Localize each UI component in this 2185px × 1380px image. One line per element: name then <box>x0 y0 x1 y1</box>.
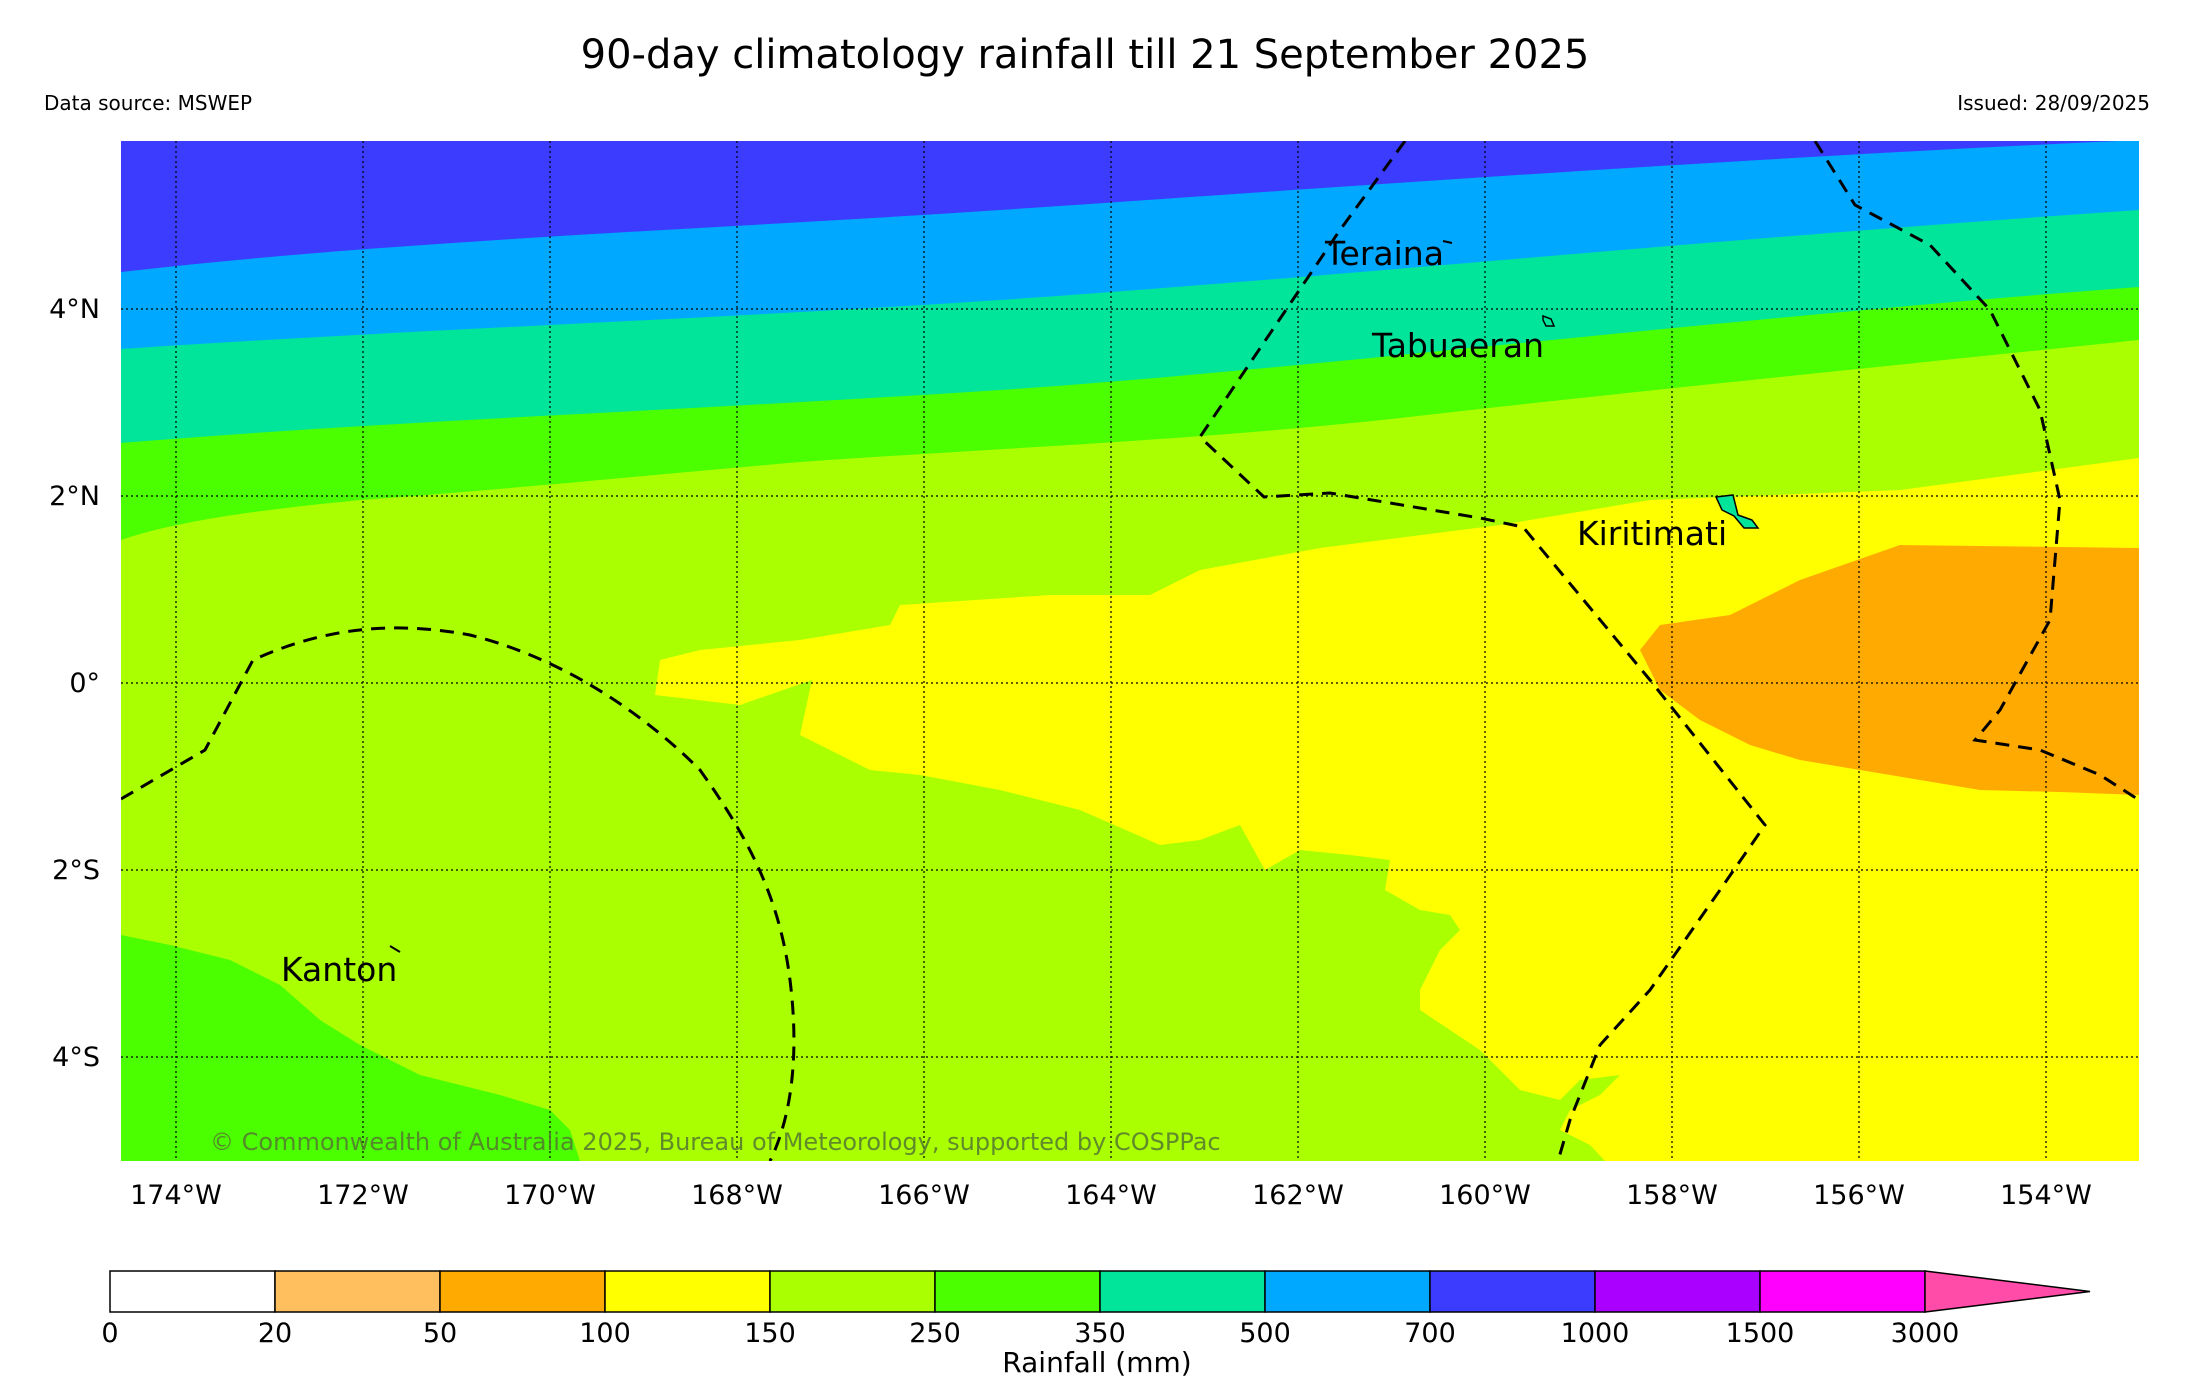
lon-label-154w: 154°W <box>2000 1180 2092 1211</box>
boundary-line-islands-west <box>1198 141 1767 1161</box>
lat-label-4n: 4°N <box>49 294 100 325</box>
data-source-label: Data source: MSWEP <box>44 91 252 115</box>
maritime-boundaries <box>121 141 2139 1161</box>
place-label-kanton: Kanton <box>281 950 397 989</box>
lat-label-0: 0° <box>69 668 100 699</box>
lon-label-166w: 166°W <box>878 1180 970 1211</box>
colorbar-tick-label: 250 <box>909 1318 961 1349</box>
colorbar <box>109 1270 2091 1313</box>
colorbar-segment <box>1264 1270 1431 1313</box>
island-kanton-outline <box>389 945 401 953</box>
latitude-gridlines <box>121 308 2139 1058</box>
lat-label-2n: 2°N <box>49 481 100 512</box>
colorbar-tick-label: 3000 <box>1891 1318 1960 1349</box>
map-title: 90-day climatology rainfall till 21 Sept… <box>581 32 1590 78</box>
colorbar-segment <box>274 1270 441 1313</box>
island-kiritimati-outline <box>1714 494 1760 529</box>
colorbar-segment <box>1594 1270 1761 1313</box>
colorbar-tick-label: 700 <box>1404 1318 1456 1349</box>
colorbar-tick-label: 350 <box>1074 1318 1126 1349</box>
rainfall-map: Teraina Tabuaeran Kiritimati Kanton © Co… <box>121 141 2139 1161</box>
issued-date-label: Issued: 28/09/2025 <box>1957 91 2150 115</box>
lon-label-174w: 174°W <box>130 1180 222 1211</box>
colorbar-segment <box>109 1270 276 1313</box>
lon-label-156w: 156°W <box>1813 1180 1905 1211</box>
band-250-350-southwest <box>121 935 580 1161</box>
colorbar-segment <box>934 1270 1101 1313</box>
colorbar-segment <box>1759 1270 1926 1313</box>
place-label-teraina: Teraina <box>1324 234 1444 273</box>
lon-label-172w: 172°W <box>317 1180 409 1211</box>
island-tabuaeran-outline <box>1542 314 1556 327</box>
colorbar-tick-label: 1500 <box>1726 1318 1795 1349</box>
island-teraina-outline <box>1442 240 1453 244</box>
lon-label-160w: 160°W <box>1439 1180 1531 1211</box>
colorbar-segment <box>1429 1270 1596 1313</box>
colorbar-tick-label: 100 <box>579 1318 631 1349</box>
colorbar-tick-label: 500 <box>1239 1318 1291 1349</box>
place-label-kiritimati: Kiritimati <box>1577 514 1727 553</box>
lon-label-170w: 170°W <box>504 1180 596 1211</box>
islands <box>389 240 1760 953</box>
colorbar-segment <box>604 1270 771 1313</box>
longitude-gridlines <box>175 141 2047 1161</box>
colorbar-tick-label: 150 <box>744 1318 796 1349</box>
lon-label-158w: 158°W <box>1626 1180 1718 1211</box>
colorbar-tick-label: 50 <box>423 1318 457 1349</box>
lon-label-164w: 164°W <box>1065 1180 1157 1211</box>
boundary-phoenix-eez <box>121 626 796 1161</box>
lon-label-168w: 168°W <box>691 1180 783 1211</box>
copyright-notice: © Commonwealth of Australia 2025, Bureau… <box>210 1128 1221 1156</box>
lat-label-2s: 2°S <box>52 855 100 886</box>
colorbar-segment <box>1099 1270 1266 1313</box>
colorbar-segment <box>439 1270 606 1313</box>
lon-label-162w: 162°W <box>1252 1180 1344 1211</box>
colorbar-segment <box>769 1270 936 1313</box>
colorbar-title: Rainfall (mm) <box>1002 1346 1191 1379</box>
band-50-100 <box>1640 545 2139 795</box>
longitude-axis-labels: 174°W 172°W 170°W 168°W 166°W 164°W 162°… <box>130 1180 2092 1211</box>
colorbar-tick-labels: 0 20 50 100 150 250 350 500 700 1000 1500 3000 <box>101 1318 1959 1349</box>
colorbar-extension-arrow <box>1924 1270 2091 1313</box>
colorbar-tick-label: 1000 <box>1561 1318 1630 1349</box>
latitude-axis-labels: 4°N 2°N 0° 2°S 4°S <box>49 294 100 1073</box>
boundary-line-islands-east <box>1813 141 2139 802</box>
lat-label-4s: 4°S <box>52 1042 100 1073</box>
colorbar-tick-label: 0 <box>101 1318 118 1349</box>
colorbar-tick-label: 20 <box>258 1318 292 1349</box>
place-label-tabuaeran: Tabuaeran <box>1371 326 1544 365</box>
